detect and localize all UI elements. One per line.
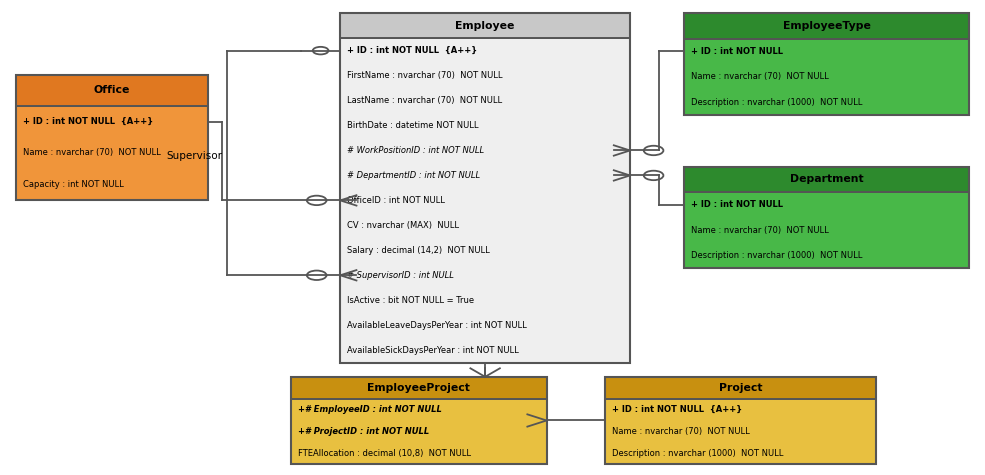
FancyBboxPatch shape <box>684 192 969 268</box>
Text: + ID : int NOT NULL  {A++}: + ID : int NOT NULL {A++} <box>23 117 154 126</box>
Text: # WorkPositionID : int NOT NULL: # WorkPositionID : int NOT NULL <box>347 146 485 155</box>
Text: Description : nvarchar (1000)  NOT NULL: Description : nvarchar (1000) NOT NULL <box>690 251 862 260</box>
Text: Description : nvarchar (1000)  NOT NULL: Description : nvarchar (1000) NOT NULL <box>613 449 784 458</box>
Text: AvailableSickDaysPerYear : int NOT NULL: AvailableSickDaysPerYear : int NOT NULL <box>347 346 519 355</box>
Text: +# ProjectID : int NOT NULL: +# ProjectID : int NOT NULL <box>298 427 429 436</box>
Text: Name : nvarchar (70)  NOT NULL: Name : nvarchar (70) NOT NULL <box>613 427 751 436</box>
Text: + ID : int NOT NULL  {A++}: + ID : int NOT NULL {A++} <box>347 46 478 55</box>
Text: Department: Department <box>790 174 863 184</box>
FancyBboxPatch shape <box>292 377 547 399</box>
Text: # SupervisorID : int NULL: # SupervisorID : int NULL <box>347 271 454 280</box>
Text: FTEAllocation : decimal (10,8)  NOT NULL: FTEAllocation : decimal (10,8) NOT NULL <box>298 449 471 458</box>
FancyBboxPatch shape <box>16 106 208 200</box>
Text: Supervisor: Supervisor <box>166 151 223 161</box>
Text: Name : nvarchar (70)  NOT NULL: Name : nvarchar (70) NOT NULL <box>23 148 161 157</box>
Text: BirthDate : datetime NOT NULL: BirthDate : datetime NOT NULL <box>347 121 479 130</box>
FancyBboxPatch shape <box>684 13 969 38</box>
FancyBboxPatch shape <box>16 75 208 106</box>
Text: EmployeeProject: EmployeeProject <box>367 383 470 393</box>
FancyBboxPatch shape <box>684 167 969 192</box>
Text: Project: Project <box>719 383 762 393</box>
Text: Office: Office <box>94 85 130 95</box>
Text: LastName : nvarchar (70)  NOT NULL: LastName : nvarchar (70) NOT NULL <box>347 96 502 105</box>
FancyBboxPatch shape <box>684 38 969 115</box>
Text: +# EmployeeID : int NOT NULL: +# EmployeeID : int NOT NULL <box>298 405 442 414</box>
Text: # DepartmentID : int NOT NULL: # DepartmentID : int NOT NULL <box>347 171 481 180</box>
Text: Name : nvarchar (70)  NOT NULL: Name : nvarchar (70) NOT NULL <box>690 226 828 235</box>
Text: EmployeeType: EmployeeType <box>782 21 871 31</box>
Text: Name : nvarchar (70)  NOT NULL: Name : nvarchar (70) NOT NULL <box>690 72 828 81</box>
FancyBboxPatch shape <box>340 38 630 362</box>
Text: Salary : decimal (14,2)  NOT NULL: Salary : decimal (14,2) NOT NULL <box>347 246 490 255</box>
Text: IsActive : bit NOT NULL = True: IsActive : bit NOT NULL = True <box>347 296 474 305</box>
FancyBboxPatch shape <box>340 13 630 38</box>
Text: Capacity : int NOT NULL: Capacity : int NOT NULL <box>23 180 124 189</box>
Text: CV : nvarchar (MAX)  NULL: CV : nvarchar (MAX) NULL <box>347 221 459 230</box>
Text: AvailableLeaveDaysPerYear : int NOT NULL: AvailableLeaveDaysPerYear : int NOT NULL <box>347 321 527 330</box>
Text: Employee: Employee <box>455 21 515 31</box>
Text: + ID : int NOT NULL: + ID : int NOT NULL <box>690 200 783 209</box>
Text: + ID : int NOT NULL  {A++}: + ID : int NOT NULL {A++} <box>613 405 743 414</box>
Text: OfficeID : int NOT NULL: OfficeID : int NOT NULL <box>347 196 445 205</box>
FancyBboxPatch shape <box>606 399 876 464</box>
Text: FirstName : nvarchar (70)  NOT NULL: FirstName : nvarchar (70) NOT NULL <box>347 71 502 80</box>
Text: + ID : int NOT NULL: + ID : int NOT NULL <box>690 47 783 56</box>
Text: Description : nvarchar (1000)  NOT NULL: Description : nvarchar (1000) NOT NULL <box>690 97 862 106</box>
FancyBboxPatch shape <box>292 399 547 464</box>
FancyBboxPatch shape <box>606 377 876 399</box>
